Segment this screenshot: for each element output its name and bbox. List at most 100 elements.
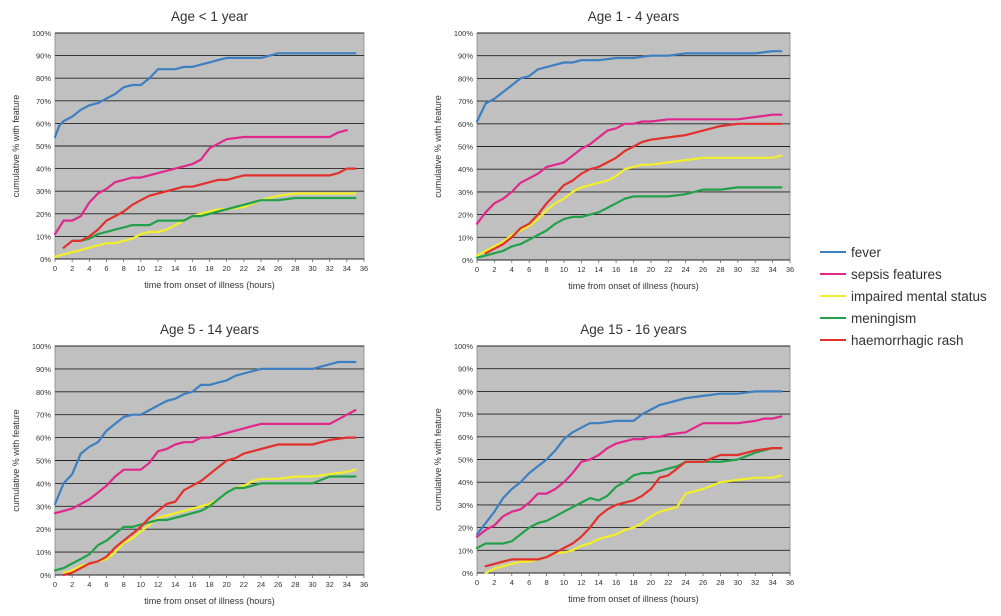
x-tick-label: 0 <box>475 265 479 274</box>
x-tick-label: 24 <box>681 578 689 587</box>
series-line-impaired-mental-status <box>53 192 357 258</box>
legend-item-haemorrhagic: haemorrhagic rash <box>820 329 1000 351</box>
x-tick-label: 8 <box>544 578 548 587</box>
y-tick-label: 10% <box>458 546 473 555</box>
x-tick-label: 4 <box>510 578 514 587</box>
y-tick-label: 90% <box>458 365 473 374</box>
x-tick-label: 24 <box>257 264 265 273</box>
series-line-fever <box>53 360 357 506</box>
x-tick-label: 34 <box>768 265 776 274</box>
x-axis-label: time from onset of illness (hours) <box>568 594 699 604</box>
y-tick-label: 50% <box>458 143 473 152</box>
y-axis-label: cumulative % with feature <box>11 409 21 512</box>
x-tick-label: 16 <box>188 264 196 273</box>
x-tick-label: 16 <box>188 580 196 589</box>
x-tick-label: 30 <box>308 264 316 273</box>
x-tick-label: 14 <box>595 578 603 587</box>
x-tick-label: 10 <box>560 265 568 274</box>
x-tick-label: 0 <box>475 578 479 587</box>
x-tick-label: 10 <box>137 580 145 589</box>
y-tick-label: 0% <box>462 569 473 578</box>
y-tick-label: 90% <box>36 365 51 374</box>
series-line-haemorrhagic-rash <box>484 447 783 568</box>
y-tick-label: 60% <box>36 119 51 128</box>
series-line-fever <box>475 390 783 536</box>
x-tick-label: 20 <box>222 580 230 589</box>
x-tick-label: 10 <box>560 578 568 587</box>
y-axis-label: cumulative % with feature <box>11 95 21 198</box>
series-line-meningism <box>475 186 783 259</box>
chart-title: Age < 1 year <box>171 9 248 24</box>
y-tick-label: 60% <box>36 434 51 443</box>
legend-label-impaired: impaired mental status <box>851 288 987 304</box>
series-line-impaired-mental-status <box>484 474 783 575</box>
x-tick-label: 12 <box>577 265 585 274</box>
y-tick-label: 60% <box>458 433 473 442</box>
x-tick-label: 28 <box>716 265 724 274</box>
y-tick-label: 70% <box>458 97 473 106</box>
y-axis-label: cumulative % with feature <box>433 95 443 198</box>
y-tick-label: 20% <box>458 211 473 220</box>
y-tick-label: 40% <box>36 479 51 488</box>
x-tick-label: 32 <box>751 578 759 587</box>
y-tick-label: 90% <box>458 52 473 61</box>
y-tick-label: 20% <box>458 524 473 533</box>
legend-item-fever: fever <box>820 241 1000 263</box>
legend-label-fever: fever <box>851 244 882 260</box>
y-tick-label: 30% <box>36 187 51 196</box>
legend-label-meningism: meningism <box>851 310 917 326</box>
series-line-meningism <box>53 475 357 572</box>
legend-label-haemorrhagic: haemorrhagic rash <box>851 332 964 348</box>
x-tick-label: 36 <box>360 264 368 273</box>
y-tick-label: 20% <box>36 210 51 219</box>
y-tick-label: 50% <box>36 142 51 151</box>
y-tick-label: 70% <box>36 97 51 106</box>
x-tick-label: 32 <box>751 265 759 274</box>
x-tick-label: 26 <box>699 265 707 274</box>
y-tick-label: 100% <box>454 29 474 38</box>
x-tick-label: 22 <box>240 264 248 273</box>
x-tick-label: 12 <box>154 264 162 273</box>
series-line-fever <box>53 52 357 139</box>
y-tick-label: 30% <box>458 501 473 510</box>
y-tick-label: 60% <box>458 120 473 129</box>
chart-panel-1: 0%10%20%30%40%50%60%70%80%90%100%0 2 4 6 8 10… <box>11 9 368 290</box>
x-tick-label: 30 <box>308 580 316 589</box>
chart-title: Age 15 - 16 years <box>580 322 687 337</box>
chart-title: Age 1 - 4 years <box>588 9 680 24</box>
y-tick-label: 50% <box>458 456 473 465</box>
x-tick-label: 2 <box>70 264 74 273</box>
legend-swatch-fever <box>820 251 846 253</box>
x-tick-label: 22 <box>240 580 248 589</box>
x-tick-label: 32 <box>325 264 333 273</box>
y-tick-label: 0% <box>40 255 51 264</box>
series-line-sepsis-features <box>475 415 783 538</box>
y-tick-label: 90% <box>36 52 51 61</box>
y-tick-label: 50% <box>36 457 51 466</box>
chart-panel-3: 0%10%20%30%40%50%60%70%80%90%100%0 2 4 6 8 10… <box>11 322 368 606</box>
x-axis-label: time from onset of illness (hours) <box>144 596 275 606</box>
x-tick-label: 18 <box>205 580 213 589</box>
x-tick-label: 24 <box>257 580 265 589</box>
x-tick-label: 8 <box>544 265 548 274</box>
series-line-haemorrhagic-rash <box>484 122 783 255</box>
series-line-meningism <box>71 196 357 242</box>
x-tick-label: 18 <box>205 264 213 273</box>
x-tick-label: 0 <box>53 264 57 273</box>
x-tick-label: 6 <box>527 265 531 274</box>
x-tick-label: 16 <box>612 265 620 274</box>
x-tick-label: 20 <box>647 265 655 274</box>
x-tick-label: 14 <box>595 265 603 274</box>
x-tick-label: 34 <box>343 580 351 589</box>
x-tick-label: 6 <box>104 580 108 589</box>
x-tick-label: 30 <box>734 578 742 587</box>
x-tick-label: 4 <box>510 265 514 274</box>
legend: fever sepsis features impaired mental st… <box>820 241 1000 351</box>
x-tick-label: 8 <box>122 580 126 589</box>
y-tick-label: 40% <box>458 478 473 487</box>
series-line-sepsis-features <box>53 409 357 515</box>
chart-panel-2: 0%10%20%30%40%50%60%70%80%90%100%0 2 4 6 8 10… <box>433 9 794 291</box>
x-tick-label: 6 <box>104 264 108 273</box>
y-tick-label: 80% <box>458 387 473 396</box>
